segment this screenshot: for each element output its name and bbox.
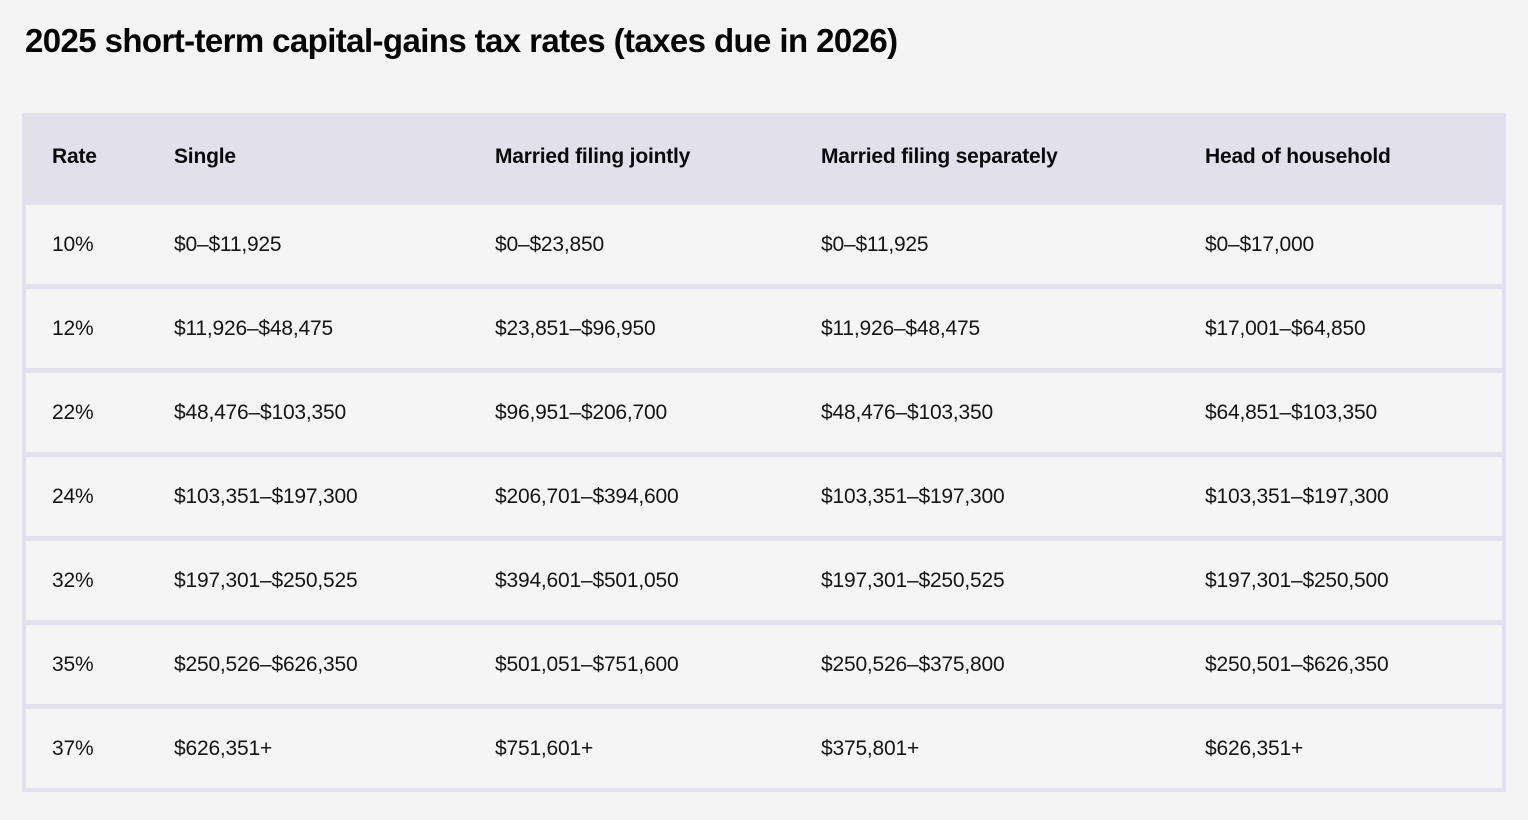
cell-rate: 12% — [52, 316, 94, 340]
cell-married-filing-separately: $11,926–$48,475 — [821, 316, 980, 340]
cell-married-filing-jointly: $501,051–$751,600 — [495, 652, 679, 676]
cell-rate: 32% — [52, 568, 94, 592]
cell-single: $103,351–$197,300 — [174, 484, 358, 508]
table-row: 10% $0–$11,925 $0–$23,850 $0–$11,925 $0–… — [26, 205, 1502, 284]
column-header-single: Single — [174, 144, 236, 168]
cell-rate: 10% — [52, 232, 94, 256]
cell-married-filing-separately: $197,301–$250,525 — [821, 568, 1005, 592]
page-title: 2025 short-term capital-gains tax rates … — [25, 22, 898, 59]
cell-married-filing-separately: $375,801+ — [821, 736, 920, 760]
cell-married-filing-separately: $250,526–$375,800 — [821, 652, 1005, 676]
column-header-rate: Rate — [52, 144, 97, 168]
cell-married-filing-jointly: $0–$23,850 — [495, 232, 604, 256]
cell-head-of-household: $17,001–$64,850 — [1205, 316, 1366, 340]
table-row: 32% $197,301–$250,525 $394,601–$501,050 … — [26, 541, 1502, 620]
cell-married-filing-separately: $48,476–$103,350 — [821, 400, 993, 424]
cell-single: $626,351+ — [174, 736, 273, 760]
cell-married-filing-jointly: $96,951–$206,700 — [495, 400, 667, 424]
cell-married-filing-jointly: $394,601–$501,050 — [495, 568, 679, 592]
cell-head-of-household: $626,351+ — [1205, 736, 1304, 760]
cell-married-filing-separately: $0–$11,925 — [821, 232, 929, 256]
table-body: 10% $0–$11,925 $0–$23,850 $0–$11,925 $0–… — [26, 205, 1502, 788]
table-row: 12% $11,926–$48,475 $23,851–$96,950 $11,… — [26, 289, 1502, 368]
cell-married-filing-jointly: $751,601+ — [495, 736, 594, 760]
cell-married-filing-jointly: $23,851–$96,950 — [495, 316, 656, 340]
cell-head-of-household: $250,501–$626,350 — [1205, 652, 1389, 676]
cell-single: $197,301–$250,525 — [174, 568, 358, 592]
table-row: 35% $250,526–$626,350 $501,051–$751,600 … — [26, 625, 1502, 704]
cell-married-filing-separately: $103,351–$197,300 — [821, 484, 1005, 508]
cell-head-of-household: $197,301–$250,500 — [1205, 568, 1389, 592]
column-header-married-filing-separately: Married filing separately — [821, 144, 1058, 168]
table-header-row: Rate Single Married filing jointly Marri… — [26, 113, 1502, 200]
cell-single: $11,926–$48,475 — [174, 316, 333, 340]
cell-rate: 24% — [52, 484, 94, 508]
cell-rate: 22% — [52, 400, 94, 424]
cell-single: $0–$11,925 — [174, 232, 282, 256]
cell-head-of-household: $0–$17,000 — [1205, 232, 1314, 256]
column-header-married-filing-jointly: Married filing jointly — [495, 144, 691, 168]
cell-head-of-household: $103,351–$197,300 — [1205, 484, 1389, 508]
table-row: 24% $103,351–$197,300 $206,701–$394,600 … — [26, 457, 1502, 536]
cell-married-filing-jointly: $206,701–$394,600 — [495, 484, 679, 508]
cell-rate: 35% — [52, 652, 94, 676]
table-row: 22% $48,476–$103,350 $96,951–$206,700 $4… — [26, 373, 1502, 452]
cell-single: $48,476–$103,350 — [174, 400, 346, 424]
table-row: 37% $626,351+ $751,601+ $375,801+ $626,3… — [26, 709, 1502, 788]
cell-rate: 37% — [52, 736, 94, 760]
cell-single: $250,526–$626,350 — [174, 652, 358, 676]
tax-rates-table: Rate Single Married filing jointly Marri… — [22, 113, 1506, 792]
column-header-head-of-household: Head of household — [1205, 144, 1391, 168]
cell-head-of-household: $64,851–$103,350 — [1205, 400, 1377, 424]
